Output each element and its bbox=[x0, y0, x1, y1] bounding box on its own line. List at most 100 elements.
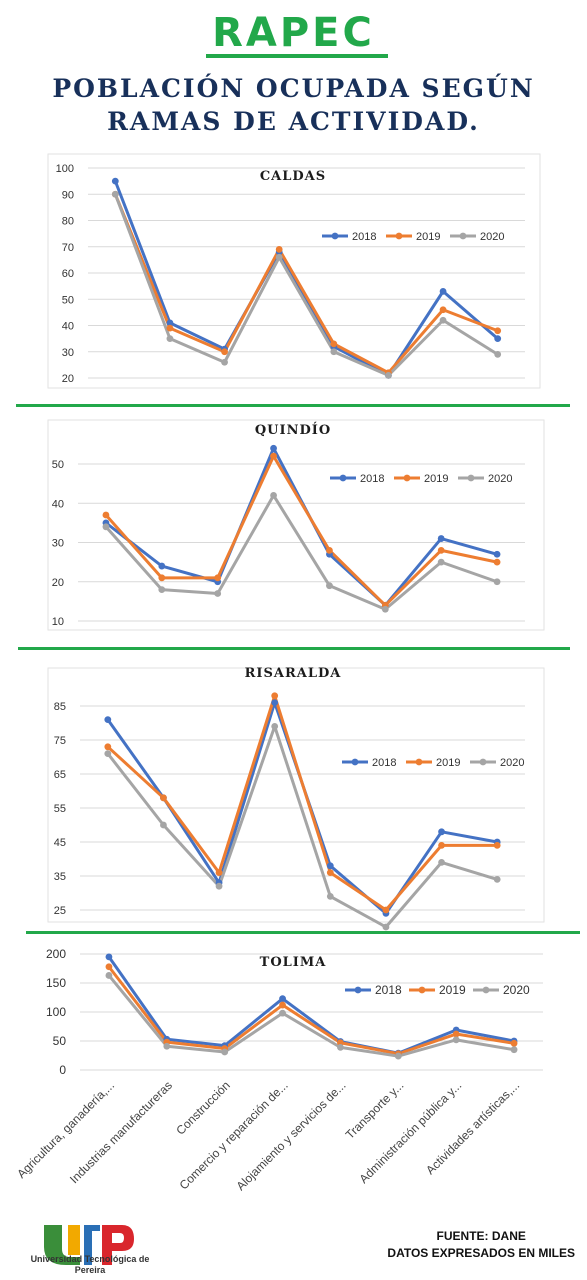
chart-title: QUINDÍO bbox=[255, 422, 331, 438]
data-point-2019 bbox=[452, 1030, 460, 1038]
data-point-2020 bbox=[166, 335, 174, 343]
legend-label-2018: 2018 bbox=[360, 473, 384, 485]
chart-title: TOLIMA bbox=[260, 955, 327, 970]
data-point-2019 bbox=[102, 511, 110, 519]
series-line-2018 bbox=[107, 956, 515, 1055]
y-tick-label: 65 bbox=[54, 769, 66, 781]
data-point-2019 bbox=[493, 842, 501, 849]
x-tick-label: Agricultura, ganadería,... bbox=[14, 1078, 117, 1181]
chart-frame bbox=[47, 667, 545, 923]
y-tick-label: 200 bbox=[46, 947, 66, 961]
data-point-2020 bbox=[158, 586, 166, 593]
y-tick-label: 90 bbox=[62, 189, 74, 201]
data-point-2018 bbox=[271, 699, 279, 706]
data-point-2020 bbox=[337, 1043, 344, 1051]
data-point-2019 bbox=[214, 574, 222, 582]
data-point-2019 bbox=[510, 1039, 518, 1047]
y-tick-label: 20 bbox=[52, 577, 64, 589]
data-point-2019 bbox=[105, 963, 113, 971]
legend-marker-2019 bbox=[403, 474, 411, 482]
y-tick-label: 75 bbox=[54, 735, 66, 747]
legend-label-2019: 2019 bbox=[424, 473, 448, 485]
chart-title: RISARALDA bbox=[245, 666, 342, 681]
data-point-2018 bbox=[439, 287, 447, 295]
y-tick-label: 40 bbox=[62, 321, 74, 333]
data-point-2020 bbox=[439, 316, 447, 324]
brand-underline bbox=[206, 54, 388, 58]
data-point-2020 bbox=[102, 523, 110, 531]
x-tick-label: Transporte y... bbox=[343, 1078, 407, 1142]
data-point-2018 bbox=[111, 177, 119, 185]
data-point-2019 bbox=[326, 546, 333, 554]
data-point-2020 bbox=[215, 882, 223, 890]
x-tick-label: Construcción bbox=[173, 1078, 232, 1137]
y-tick-label: 70 bbox=[62, 242, 74, 254]
y-tick-label: 20 bbox=[62, 373, 74, 385]
legend-marker-2020 bbox=[482, 986, 490, 994]
y-tick-label: 100 bbox=[56, 163, 74, 175]
y-tick-label: 30 bbox=[62, 347, 74, 359]
data-point-2019 bbox=[326, 869, 334, 876]
data-point-2020 bbox=[221, 358, 228, 366]
y-tick-label: 40 bbox=[52, 498, 64, 510]
separator-2 bbox=[18, 647, 570, 650]
data-point-2020 bbox=[326, 893, 334, 900]
series-line-2020 bbox=[106, 724, 498, 929]
y-tick-label: 150 bbox=[46, 976, 66, 990]
series-line-2020 bbox=[113, 193, 499, 377]
data-point-2019 bbox=[160, 794, 167, 802]
page-title-line-2: RAMAS DE ACTIVIDAD. bbox=[107, 107, 480, 136]
data-point-2019 bbox=[279, 1001, 286, 1009]
y-tick-label: 10 bbox=[52, 616, 64, 628]
data-point-2019 bbox=[437, 546, 445, 554]
chart-frame bbox=[47, 153, 541, 389]
data-point-2020 bbox=[326, 582, 333, 590]
data-point-2020 bbox=[493, 876, 501, 883]
chart-4: 0 50 100 150 200 TOLIMA 2018 2019 2020 Agricultur… bbox=[14, 947, 543, 1193]
legend-marker-2020 bbox=[479, 758, 487, 766]
data-point-2018 bbox=[326, 862, 334, 870]
series-line-2019 bbox=[106, 694, 498, 912]
data-point-2018 bbox=[494, 335, 502, 343]
units-note: DATOS EXPRESADOS EN MILES bbox=[387, 1246, 575, 1260]
data-point-2018 bbox=[270, 444, 277, 452]
data-point-2020 bbox=[104, 750, 112, 757]
data-point-2019 bbox=[382, 906, 390, 914]
chart-1: 20 30 40 50 60 70 80 90 100 CALDAS 2018 2019 2020 bbox=[47, 153, 541, 389]
y-tick-label: 100 bbox=[46, 1005, 66, 1019]
data-point-2020 bbox=[494, 350, 502, 358]
y-tick-label: 45 bbox=[54, 837, 66, 849]
data-point-2018 bbox=[279, 995, 286, 1003]
page-title-line-1: POBLACIÓN OCUPADA SEGÚN bbox=[52, 74, 535, 103]
legend-label-2018: 2018 bbox=[372, 757, 396, 769]
data-point-2020 bbox=[270, 492, 277, 499]
y-tick-label: 25 bbox=[54, 905, 66, 917]
legend-marker-2018 bbox=[351, 758, 359, 766]
legend-marker-2020 bbox=[459, 232, 467, 240]
logo-text: Universidad Tecnológica de Pereira bbox=[30, 1254, 150, 1275]
data-point-2018 bbox=[105, 953, 113, 961]
data-point-2019 bbox=[104, 743, 112, 751]
legend-marker-2018 bbox=[354, 986, 362, 994]
data-point-2020 bbox=[452, 1036, 460, 1044]
data-point-2018 bbox=[493, 550, 501, 558]
data-point-2020 bbox=[271, 723, 279, 730]
data-point-2020 bbox=[330, 348, 338, 356]
data-point-2019 bbox=[158, 574, 166, 582]
x-tick-label: Actividades artísticas,... bbox=[423, 1078, 522, 1177]
data-point-2018 bbox=[437, 535, 445, 542]
data-point-2020 bbox=[160, 821, 167, 829]
data-point-2018 bbox=[104, 716, 112, 723]
data-point-2019 bbox=[330, 340, 338, 348]
series-line-2019 bbox=[107, 965, 515, 1056]
legend-marker-2019 bbox=[415, 758, 423, 766]
utp-logo bbox=[44, 1225, 134, 1265]
separator-3 bbox=[26, 931, 580, 934]
data-point-2018 bbox=[438, 828, 445, 836]
y-tick-label: 30 bbox=[52, 538, 64, 550]
source-text: FUENTE: DANE bbox=[436, 1229, 526, 1243]
data-point-2019 bbox=[438, 842, 445, 849]
data-point-2020 bbox=[493, 578, 501, 586]
legend-label-2020: 2020 bbox=[500, 757, 524, 769]
y-tick-label: 35 bbox=[54, 871, 66, 883]
